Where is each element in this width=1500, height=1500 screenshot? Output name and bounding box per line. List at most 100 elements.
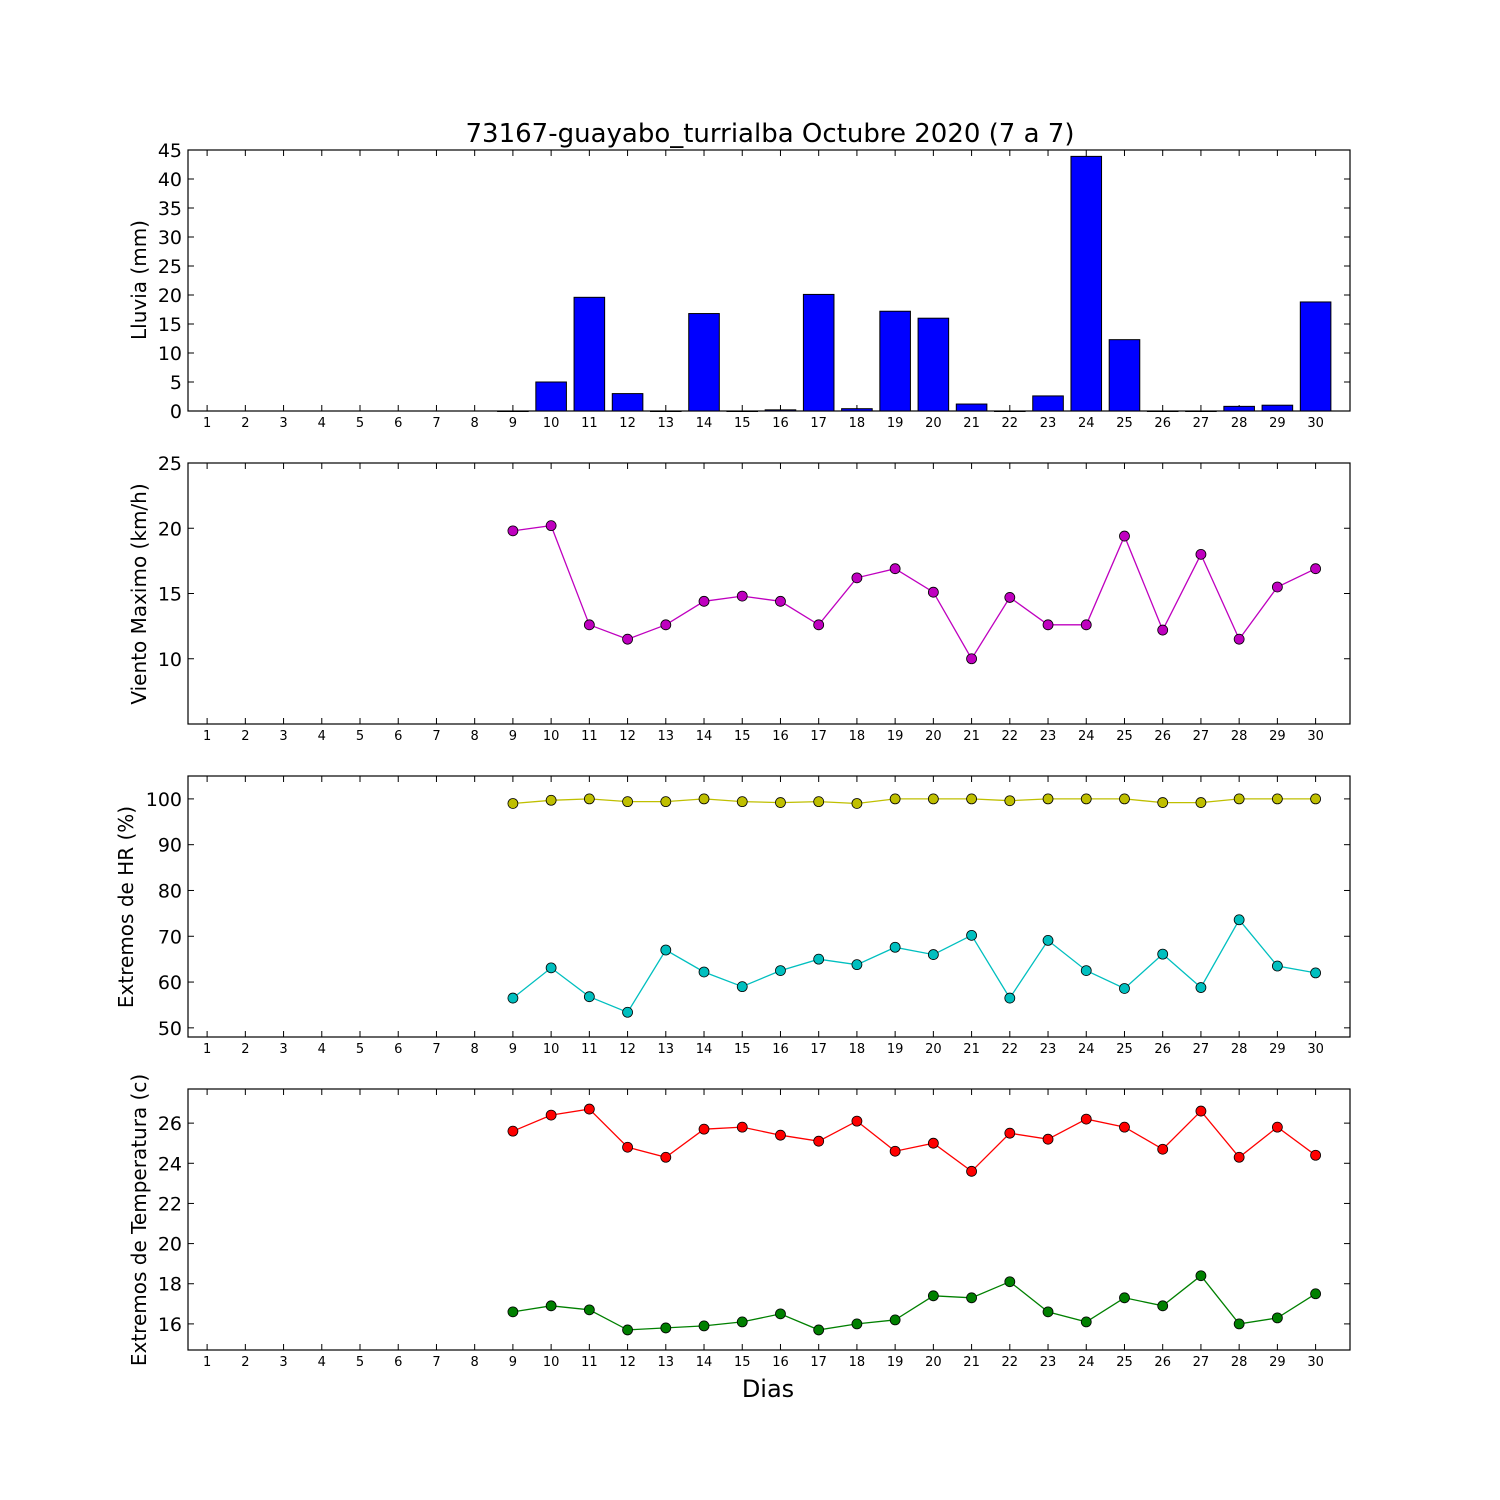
- wind-x-tick-label: 20: [925, 729, 942, 744]
- temperature-x-tick-label: 25: [1116, 1355, 1133, 1370]
- temperature-y-tick-label: 16: [158, 1314, 182, 1336]
- humidity-x-tick-label: 30: [1307, 1042, 1324, 1057]
- temperature-x-tick-label: 15: [734, 1355, 751, 1370]
- humidity-series-1-line: [512, 798, 1316, 805]
- temperature-y-tick-label: 18: [158, 1274, 182, 1296]
- temperature-series-1-point-day-28: [1233, 1151, 1245, 1163]
- humidity-series-2-point-day-21: [966, 929, 977, 941]
- temperature-series-1-point-day-30: [1310, 1149, 1321, 1161]
- wind-series-1-point-day-9: [507, 525, 519, 537]
- chart-title: 73167-guayabo_turrialba Octubre 2020 (7 …: [466, 119, 1075, 149]
- humidity-x-tick-label: 13: [658, 1042, 675, 1057]
- temperature-series-2-point-day-9: [507, 1306, 519, 1318]
- wind-y-axis-label: Viento Maximo (km/h): [127, 483, 151, 704]
- temperature-series-2-point-day-10: [545, 1300, 557, 1312]
- humidity-series-1-point-day-15: [736, 796, 748, 808]
- humidity-series-2-point-day-26: [1157, 948, 1169, 960]
- wind-x-tick-label: 18: [849, 729, 866, 744]
- temperature-series-1-point-day-17: [813, 1135, 825, 1147]
- temperature-series-2-point-day-16: [775, 1308, 786, 1320]
- temperature-series-2-point-day-26: [1157, 1300, 1169, 1312]
- wind-series-1-point-day-26: [1157, 624, 1169, 636]
- temperature-x-tick-label: 5: [356, 1355, 364, 1370]
- temperature-series-1-point-day-26: [1157, 1143, 1169, 1155]
- temperature-series-2-point-day-18: [851, 1318, 863, 1330]
- rainfall-bar-day-12: [611, 393, 644, 412]
- humidity-series-1-point-day-29: [1271, 793, 1283, 805]
- rainfall-bar-day-24: [1070, 155, 1103, 412]
- wind-series-1-point-day-24: [1080, 619, 1092, 631]
- humidity-series-1-point-day-11: [583, 793, 595, 805]
- temperature-series-1-point-day-22: [1004, 1127, 1016, 1139]
- humidity-series-2-point-day-12: [622, 1006, 633, 1018]
- rainfall-x-tick-label: 5: [356, 416, 364, 431]
- temperature-series-2-point-day-19: [889, 1314, 901, 1326]
- rainfall-x-tick-label: 21: [963, 416, 980, 431]
- wind-series-1-point-day-20: [927, 586, 939, 598]
- humidity-plot-frame: [187, 775, 1351, 1038]
- humidity-y-axis-label: Extremos de HR (%): [114, 806, 138, 1008]
- rainfall-bar-day-28: [1223, 405, 1255, 412]
- rainfall-x-tick-label: 29: [1269, 416, 1286, 431]
- wind-x-tick-label: 26: [1154, 729, 1171, 744]
- rainfall-x-tick-label: 1: [203, 416, 211, 431]
- wind-series-1-point-day-17: [813, 619, 825, 631]
- wind-x-tick-label: 22: [1002, 729, 1019, 744]
- wind-x-tick-label: 15: [734, 729, 751, 744]
- humidity-series-1-point-day-17: [813, 796, 825, 808]
- temperature-series-2-point-day-17: [813, 1324, 825, 1336]
- wind-series-1-point-day-29: [1271, 581, 1283, 593]
- rainfall-x-tick-label: 27: [1193, 416, 1210, 431]
- humidity-series-2-point-day-25: [1119, 983, 1130, 994]
- rainfall-x-tick-label: 8: [471, 416, 479, 431]
- wind-x-tick-label: 4: [318, 729, 326, 744]
- humidity-series-1-point-day-28: [1233, 793, 1245, 805]
- temperature-series-1-line: [512, 1108, 1316, 1173]
- rainfall-bar-day-22: [994, 410, 1026, 412]
- humidity-series-2-point-day-17: [813, 953, 825, 965]
- temperature-series-1-point-day-15: [736, 1121, 748, 1133]
- temperature-series-1-point-day-25: [1119, 1121, 1130, 1133]
- humidity-x-tick-label: 18: [849, 1042, 866, 1057]
- temperature-series-2-point-day-20: [927, 1290, 939, 1302]
- humidity-series-2-point-day-11: [583, 991, 595, 1003]
- wind-series-1-point-day-12: [622, 633, 633, 645]
- temperature-x-tick-label: 1: [203, 1355, 211, 1370]
- wind-y-tick-label: 25: [158, 453, 182, 475]
- temperature-series-2-point-day-22: [1004, 1276, 1016, 1288]
- wind-x-tick-label: 29: [1269, 729, 1286, 744]
- humidity-x-tick-label: 28: [1231, 1042, 1248, 1057]
- temperature-y-tick-label: 26: [158, 1113, 182, 1135]
- wind-x-tick-label: 17: [810, 729, 827, 744]
- wind-x-tick-label: 9: [509, 729, 517, 744]
- humidity-y-tick-label: 60: [158, 972, 182, 994]
- humidity-x-tick-label: 16: [772, 1042, 789, 1057]
- temperature-x-tick-label: 9: [509, 1355, 517, 1370]
- humidity-x-tick-label: 15: [734, 1042, 751, 1057]
- humidity-x-tick-label: 8: [471, 1042, 479, 1057]
- temperature-x-tick-label: 11: [581, 1355, 598, 1370]
- temperature-x-tick-label: 27: [1193, 1355, 1210, 1370]
- humidity-x-tick-label: 17: [810, 1042, 827, 1057]
- temperature-series-1-point-day-21: [966, 1165, 977, 1177]
- rainfall-y-tick-label: 35: [158, 198, 182, 220]
- wind-x-tick-label: 19: [887, 729, 904, 744]
- rainfall-x-tick-label: 7: [432, 416, 440, 431]
- temperature-series-2-point-day-27: [1195, 1270, 1207, 1282]
- humidity-series-2-point-day-16: [775, 965, 786, 977]
- temperature-y-tick-label: 24: [158, 1153, 182, 1175]
- wind-x-tick-label: 14: [696, 729, 713, 744]
- temperature-series-2-point-day-15: [736, 1316, 748, 1328]
- temperature-series-1-point-day-10: [545, 1109, 557, 1121]
- wind-x-tick-label: 30: [1307, 729, 1324, 744]
- rainfall-x-tick-label: 9: [509, 416, 517, 431]
- humidity-series-2-point-day-27: [1195, 982, 1207, 993]
- humidity-series-2-point-day-23: [1042, 934, 1054, 946]
- humidity-x-tick-label: 21: [963, 1042, 980, 1057]
- temperature-x-tick-label: 10: [543, 1355, 560, 1370]
- temperature-x-tick-label: 21: [963, 1355, 980, 1370]
- humidity-series-1-point-day-18: [851, 798, 863, 809]
- temperature-x-tick-label: 18: [849, 1355, 866, 1370]
